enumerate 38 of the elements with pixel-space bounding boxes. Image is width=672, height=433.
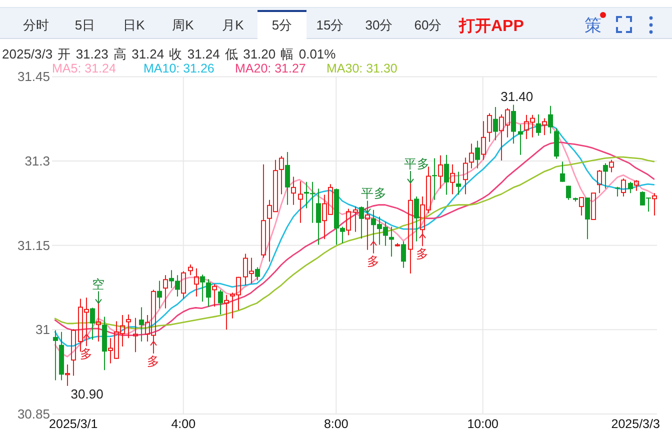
x-tick-label: 2025/3/3 [611,417,660,431]
text: 5日 [74,18,96,32]
text: 30分 [365,18,393,32]
annotation: 空 [92,277,105,292]
y-tick-label: 31.45 [17,69,50,84]
annotation: 平多 [404,156,430,171]
x-tick-label: 2025/3/1 [49,417,98,431]
chart-subtitle: 2025/3/3 开 31.23 高 31.24 收 31.24 低 31.20 幅 0.01% [2,46,336,62]
text: 策 [584,16,602,35]
x-tick-label: 4:00 [171,417,196,431]
y-tick-label: 31 [36,322,50,338]
annotation: 多 [367,254,380,268]
text: 周K [172,18,194,32]
signal: 平多 [404,156,430,184]
legend: MA5: 31.24 MA10: 31.26 MA20: 31.27 MA30: 31.30 [52,62,398,76]
text: 60分 [414,18,442,32]
y-tick-label: 31.15 [17,238,50,253]
text: 打开APP [458,17,524,35]
annotation: 多 [416,247,429,262]
y-tick-label: 30.85 [17,406,50,422]
signal: 多 [367,240,380,268]
signal: 多 [80,333,93,362]
x-tick-label: 8:00 [324,417,348,431]
text: 月K [222,18,244,32]
annotation: 多 [80,347,93,362]
signal: 空 [92,277,105,304]
annotation: 平多 [361,186,387,201]
x-tick-label: 10:00 [467,417,499,431]
y-tick-label: 31.3 [24,154,50,169]
signal: 多 [147,340,160,368]
annotation: 31.40 [500,88,534,104]
signal: 多 [416,233,429,262]
annotation: 30.90 [70,386,104,402]
text: 5分 [272,18,292,32]
text: 15分 [316,18,344,32]
text: 分时 [23,18,49,32]
text: 日K [123,18,146,32]
annotation: 多 [147,354,160,368]
